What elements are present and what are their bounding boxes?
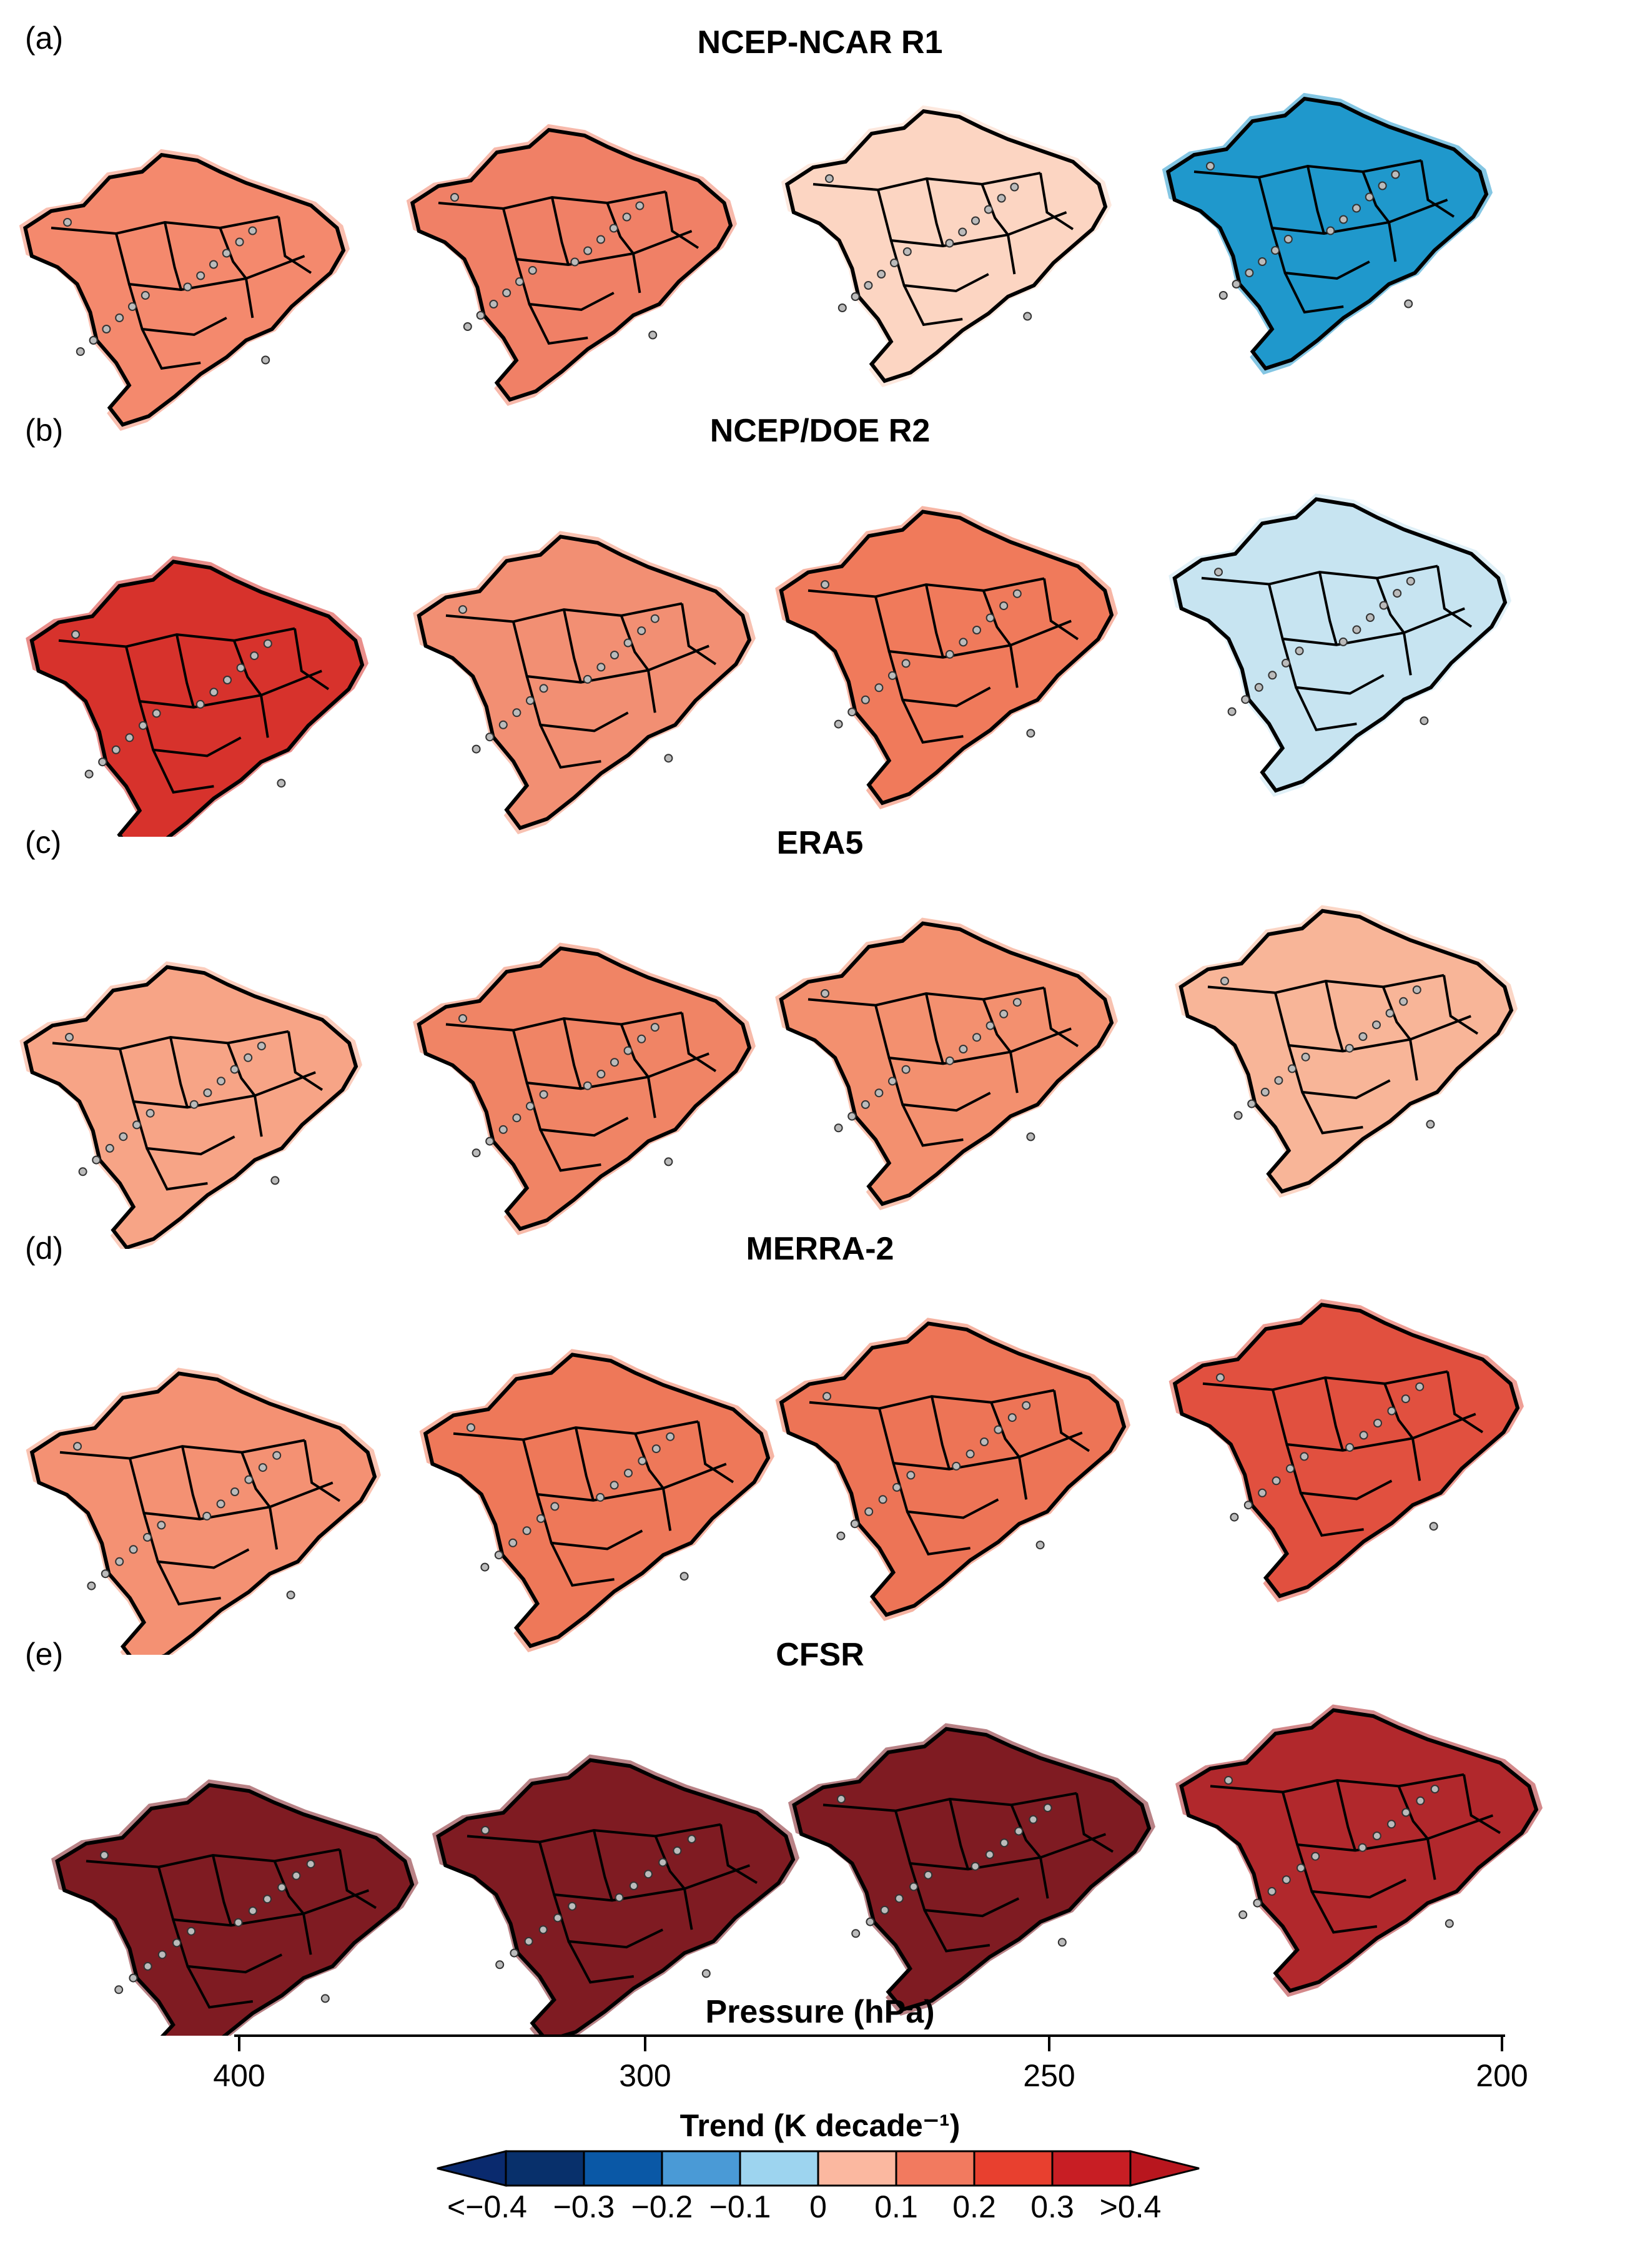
brazil-map [406,124,737,407]
brazil-map [19,149,350,431]
panel-e: (e) CFSR [0,1624,1640,2036]
brazil-map [775,1318,1130,1621]
tick-label-200: 200 [1476,2058,1528,2093]
tick-label-250: 250 [1023,2058,1075,2093]
brazil-map [419,1349,774,1652]
colorbar-label: −0.2 [631,2189,693,2224]
brazil-map [775,917,1118,1210]
tick-label-300: 300 [619,2058,671,2093]
pressure-axis [234,2034,1505,2051]
panel-a: (a) NCEP-NCAR R1 [0,0,1640,437]
panel-title: ERA5 [776,825,864,861]
brazil-map [19,961,362,1249]
brazil-map [775,506,1118,809]
colorbar-label: <−0.4 [447,2189,527,2224]
panel-title: NCEP/DOE R2 [709,413,931,449]
brazil-map [432,1754,799,2036]
brazil-map [413,942,756,1235]
brazil-map [51,1779,418,2036]
brazil-map [1162,92,1493,375]
panel-letter: (b) [25,413,64,448]
colorbar-segment [895,2150,976,2187]
colorbar-label: 0.2 [952,2189,996,2224]
panel-d: (d) MERRA-2 [0,1218,1640,1655]
tick-label-400: 400 [213,2058,265,2093]
panel-title: MERRA-2 [746,1231,894,1267]
colorbar-label: −0.3 [553,2189,615,2224]
brazil-map [26,1368,381,1655]
brazil-map [26,556,368,837]
colorbar-label: 0 [809,2189,827,2224]
map-row [19,905,1518,1249]
brazil-map [1175,1704,1543,1997]
brazil-map [781,105,1112,388]
colorbar-high-arrow [1129,2150,1200,2187]
brazil-map [788,1723,1155,2016]
colorbar-segment [817,2150,897,2187]
panel-title: CFSR [776,1637,864,1673]
map-row [51,1704,1543,2036]
brazil-map [1168,1299,1524,1602]
brazil-map [1175,905,1518,1198]
colorbar-label: >0.4 [1099,2189,1162,2224]
colorbar-segment [739,2150,819,2187]
panel-letter: (c) [25,825,62,860]
colorbar-segment [583,2150,663,2187]
panel-letter: (e) [25,1637,64,1672]
colorbar-label: 0.3 [1030,2189,1074,2224]
map-row [19,92,1493,431]
panel-b: (b) NCEP/DOE R2 [0,400,1640,837]
colorbar-segment [661,2150,741,2187]
panel-c: (c) ERA5 [0,812,1640,1249]
map-row [26,493,1511,837]
map-row [26,1299,1524,1655]
colorbar [437,2150,1200,2187]
panel-title: NCEP-NCAR R1 [697,24,943,61]
colorbar-title: Trend (K decade⁻¹) [679,2108,961,2143]
brazil-map [413,531,756,834]
panel-letter: (a) [25,21,64,56]
colorbar-low-arrow [437,2150,507,2187]
colorbar-label: −0.1 [709,2189,771,2224]
pressure-axis-title: Pressure (hPa) [705,1994,935,2030]
colorbar-segment [505,2150,585,2187]
colorbar-segment [1051,2150,1132,2187]
brazil-map [1168,493,1511,797]
colorbar-label: 0.1 [874,2189,918,2224]
panel-letter: (d) [25,1231,64,1266]
colorbar-segment [973,2150,1054,2187]
